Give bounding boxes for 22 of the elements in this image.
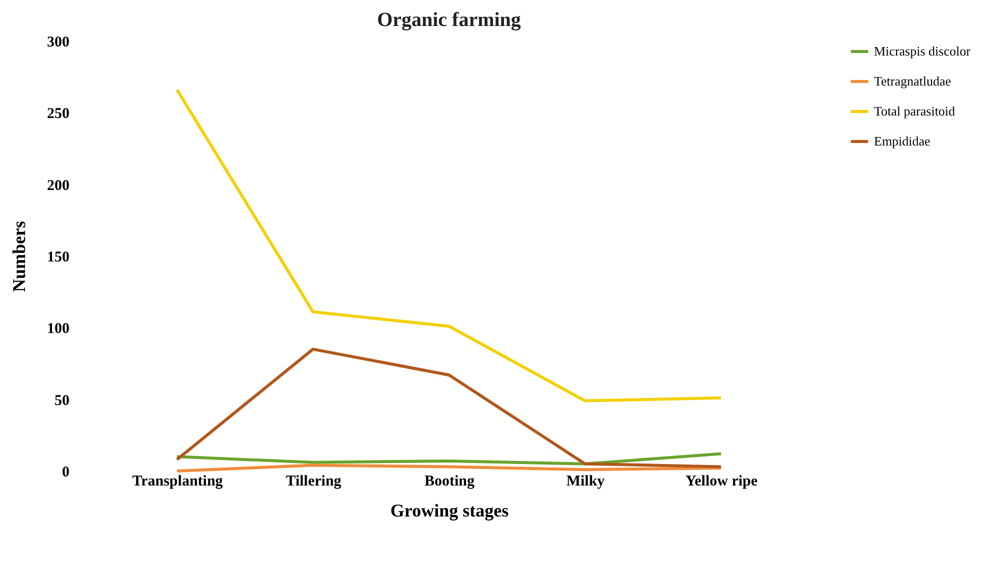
legend-label: Micraspis discolor [874, 44, 972, 58]
y-tick-label: 150 [47, 250, 70, 266]
x-axis-title: Growing stages [390, 500, 509, 520]
x-tick-label: Yellow ripe [685, 474, 758, 490]
line-series [176, 88, 722, 402]
chart-title: Organic farming [377, 9, 521, 31]
legend-label: Empididae [874, 134, 931, 148]
y-tick-label: 50 [54, 392, 70, 409]
line-series [176, 452, 722, 466]
x-tick-label: Booting [424, 474, 475, 490]
x-tick-label: Tillering [286, 474, 342, 490]
legend-label: Tetragnatludae [874, 74, 952, 88]
x-tick-label: Milky [566, 474, 606, 490]
line-series [176, 348, 722, 468]
y-tick-label: 100 [47, 321, 70, 338]
y-tick-label: 250 [47, 106, 70, 122]
y-tick-label: 200 [47, 178, 70, 194]
y-axis-title: Numbers [9, 221, 29, 292]
legend-label: Total parasitoid [874, 104, 956, 118]
y-tick-label: 300 [47, 34, 70, 50]
y-tick-label: 0 [62, 464, 70, 480]
x-tick-label: Transplanting [132, 474, 224, 490]
